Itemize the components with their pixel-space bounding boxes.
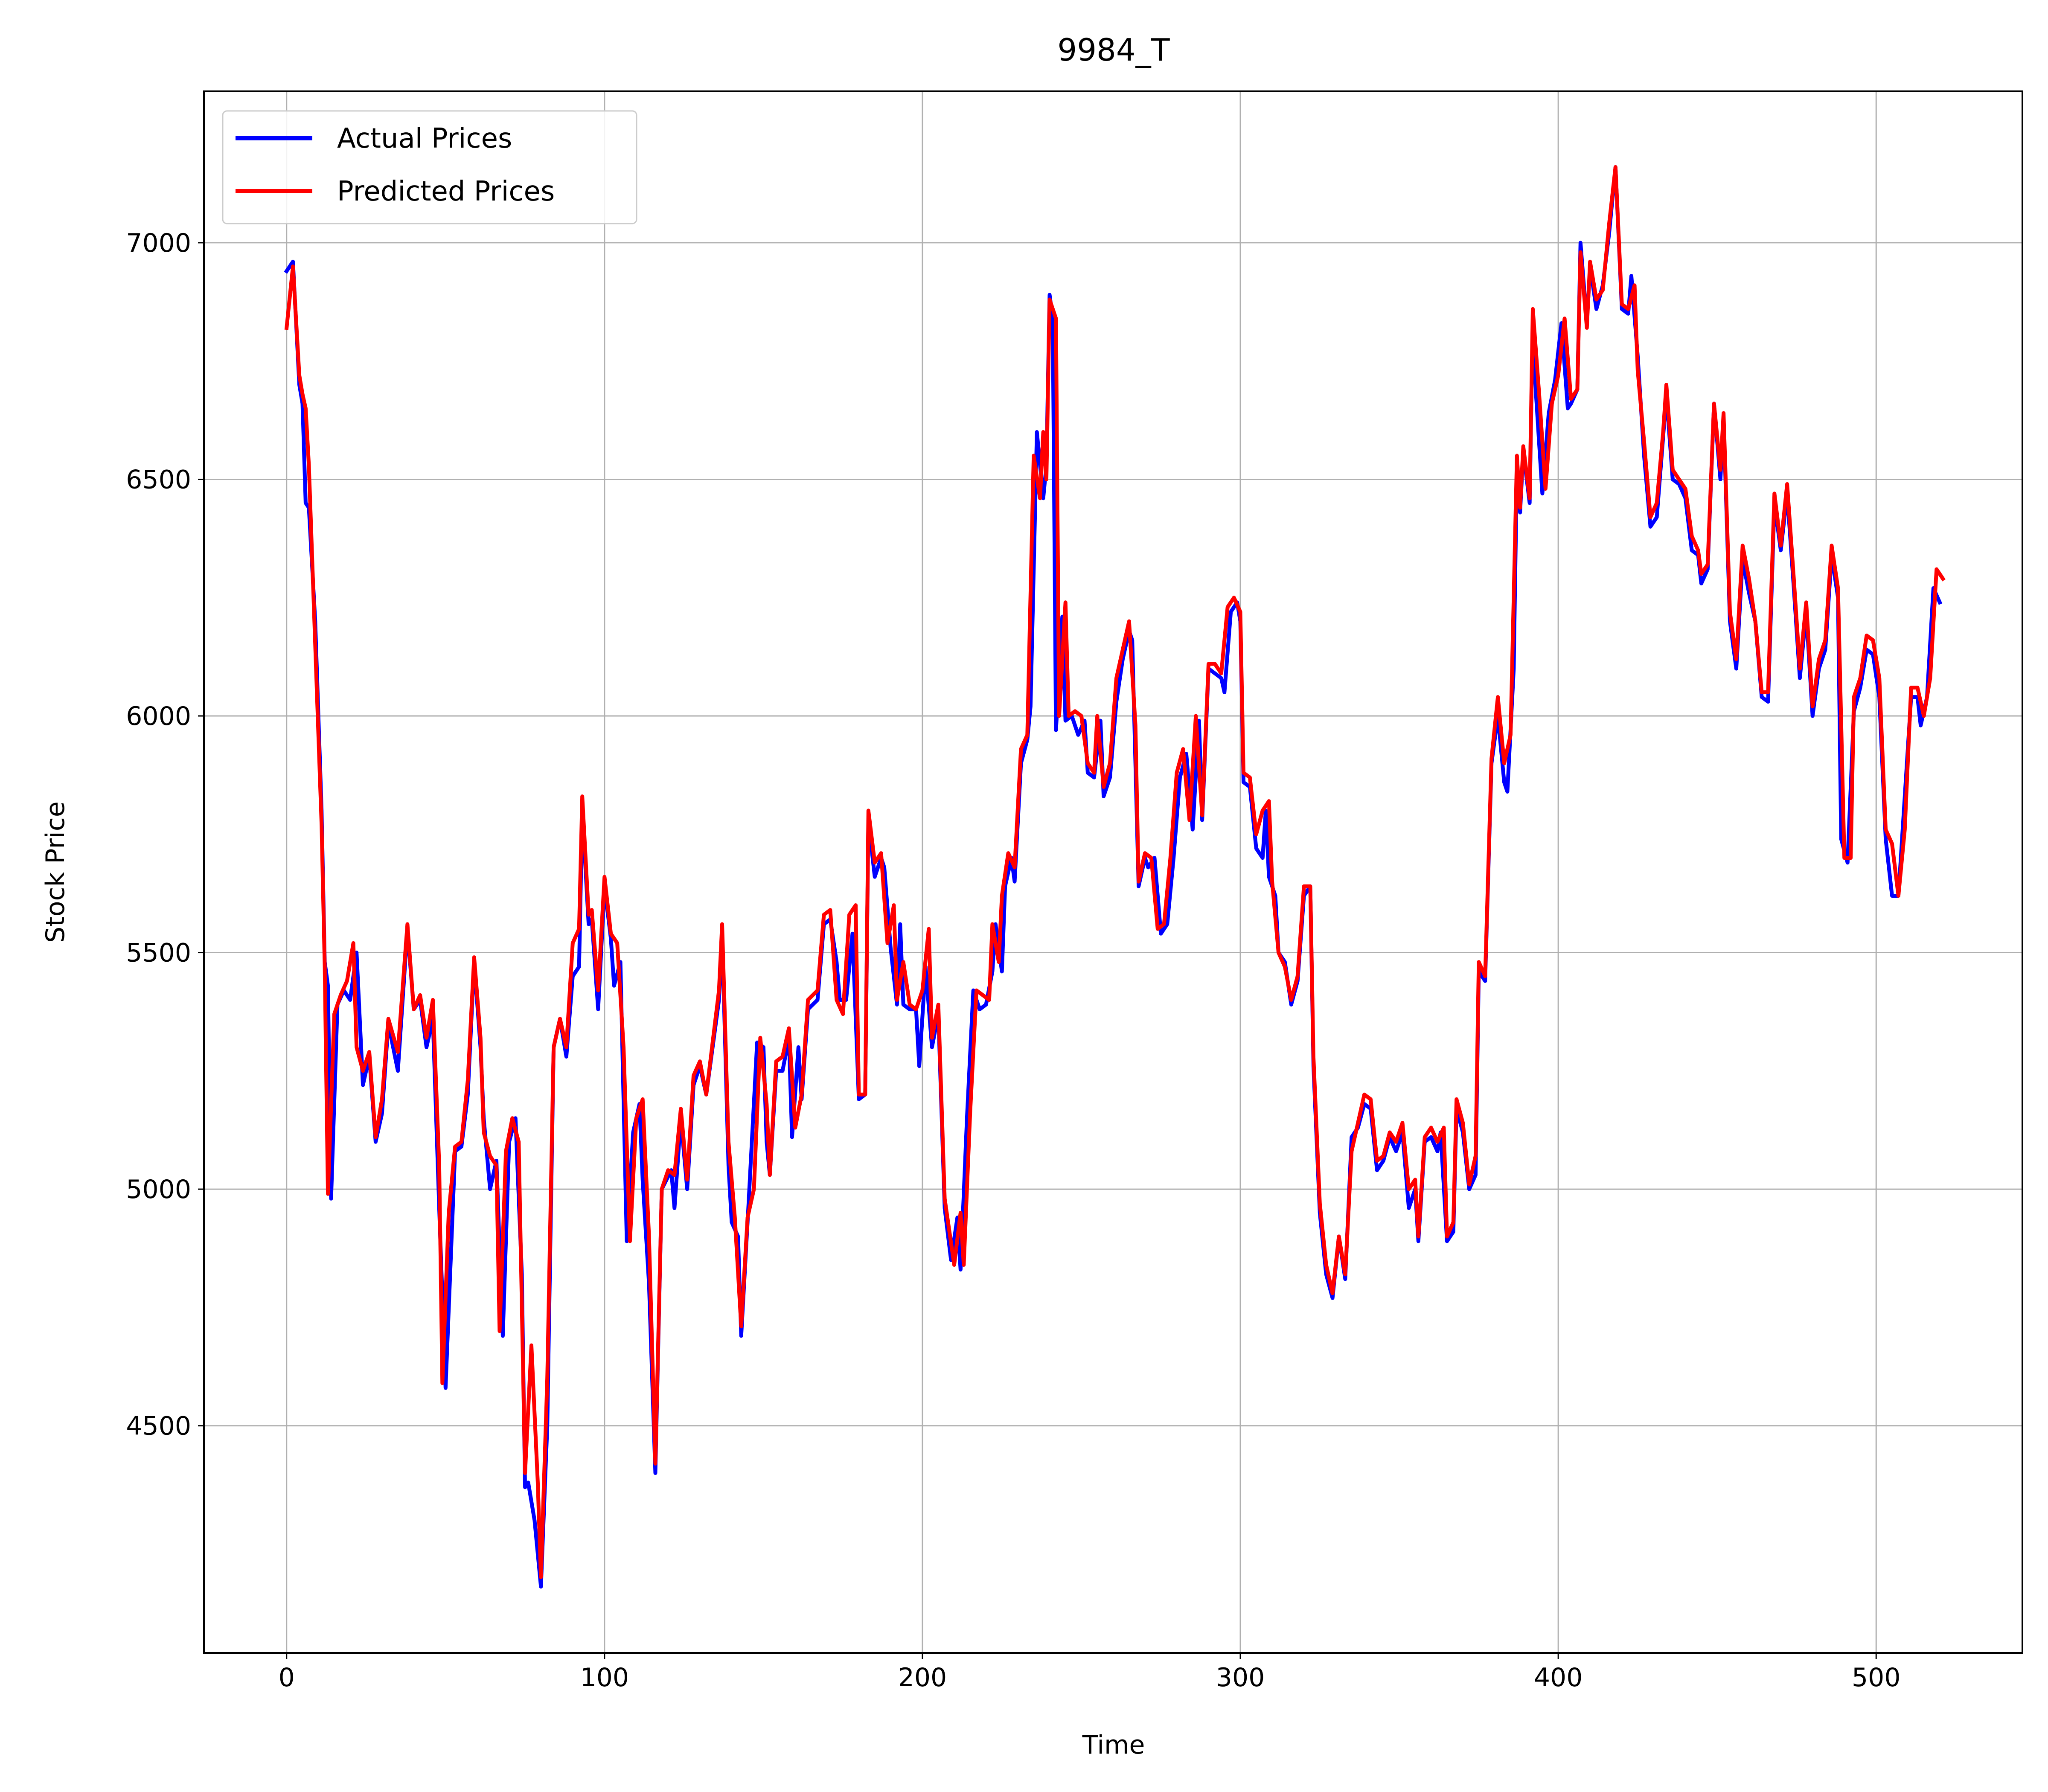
series-line-predicted-prices: [284, 165, 1946, 1579]
chart-title: 9984_T: [1057, 32, 1170, 68]
y-tick-label: 5500: [126, 938, 191, 968]
x-tick-label: 500: [1852, 1663, 1901, 1693]
x-tick-label: 100: [580, 1663, 629, 1693]
y-tick-label: 6500: [126, 465, 191, 495]
legend-label-actual: Actual Prices: [337, 123, 512, 154]
legend: Actual Prices Predicted Prices: [222, 110, 637, 224]
y-axis-label: Stock Price: [41, 801, 70, 943]
x-tick-label: 300: [1216, 1663, 1265, 1693]
y-tick-label: 4500: [126, 1411, 191, 1441]
grid: [204, 91, 2022, 1653]
x-tick-label: 200: [898, 1663, 947, 1693]
plot-area: [284, 165, 1946, 1589]
y-tick-label: 5000: [126, 1175, 191, 1204]
x-axis-label: Time: [1082, 1730, 1145, 1760]
axes-frame: [203, 90, 2023, 1654]
y-tick-label: 6000: [126, 701, 191, 731]
legend-box: [222, 110, 637, 224]
x-tick-label: 400: [1534, 1663, 1583, 1693]
x-axis: 0 100 200 300 400 500: [279, 1653, 1901, 1693]
legend-label-predicted: Predicted Prices: [337, 176, 555, 207]
y-tick-label: 7000: [126, 228, 191, 258]
y-axis: 4500 5000 5500 6000 6500 7000: [126, 228, 204, 1441]
x-tick-label: 0: [279, 1663, 295, 1693]
